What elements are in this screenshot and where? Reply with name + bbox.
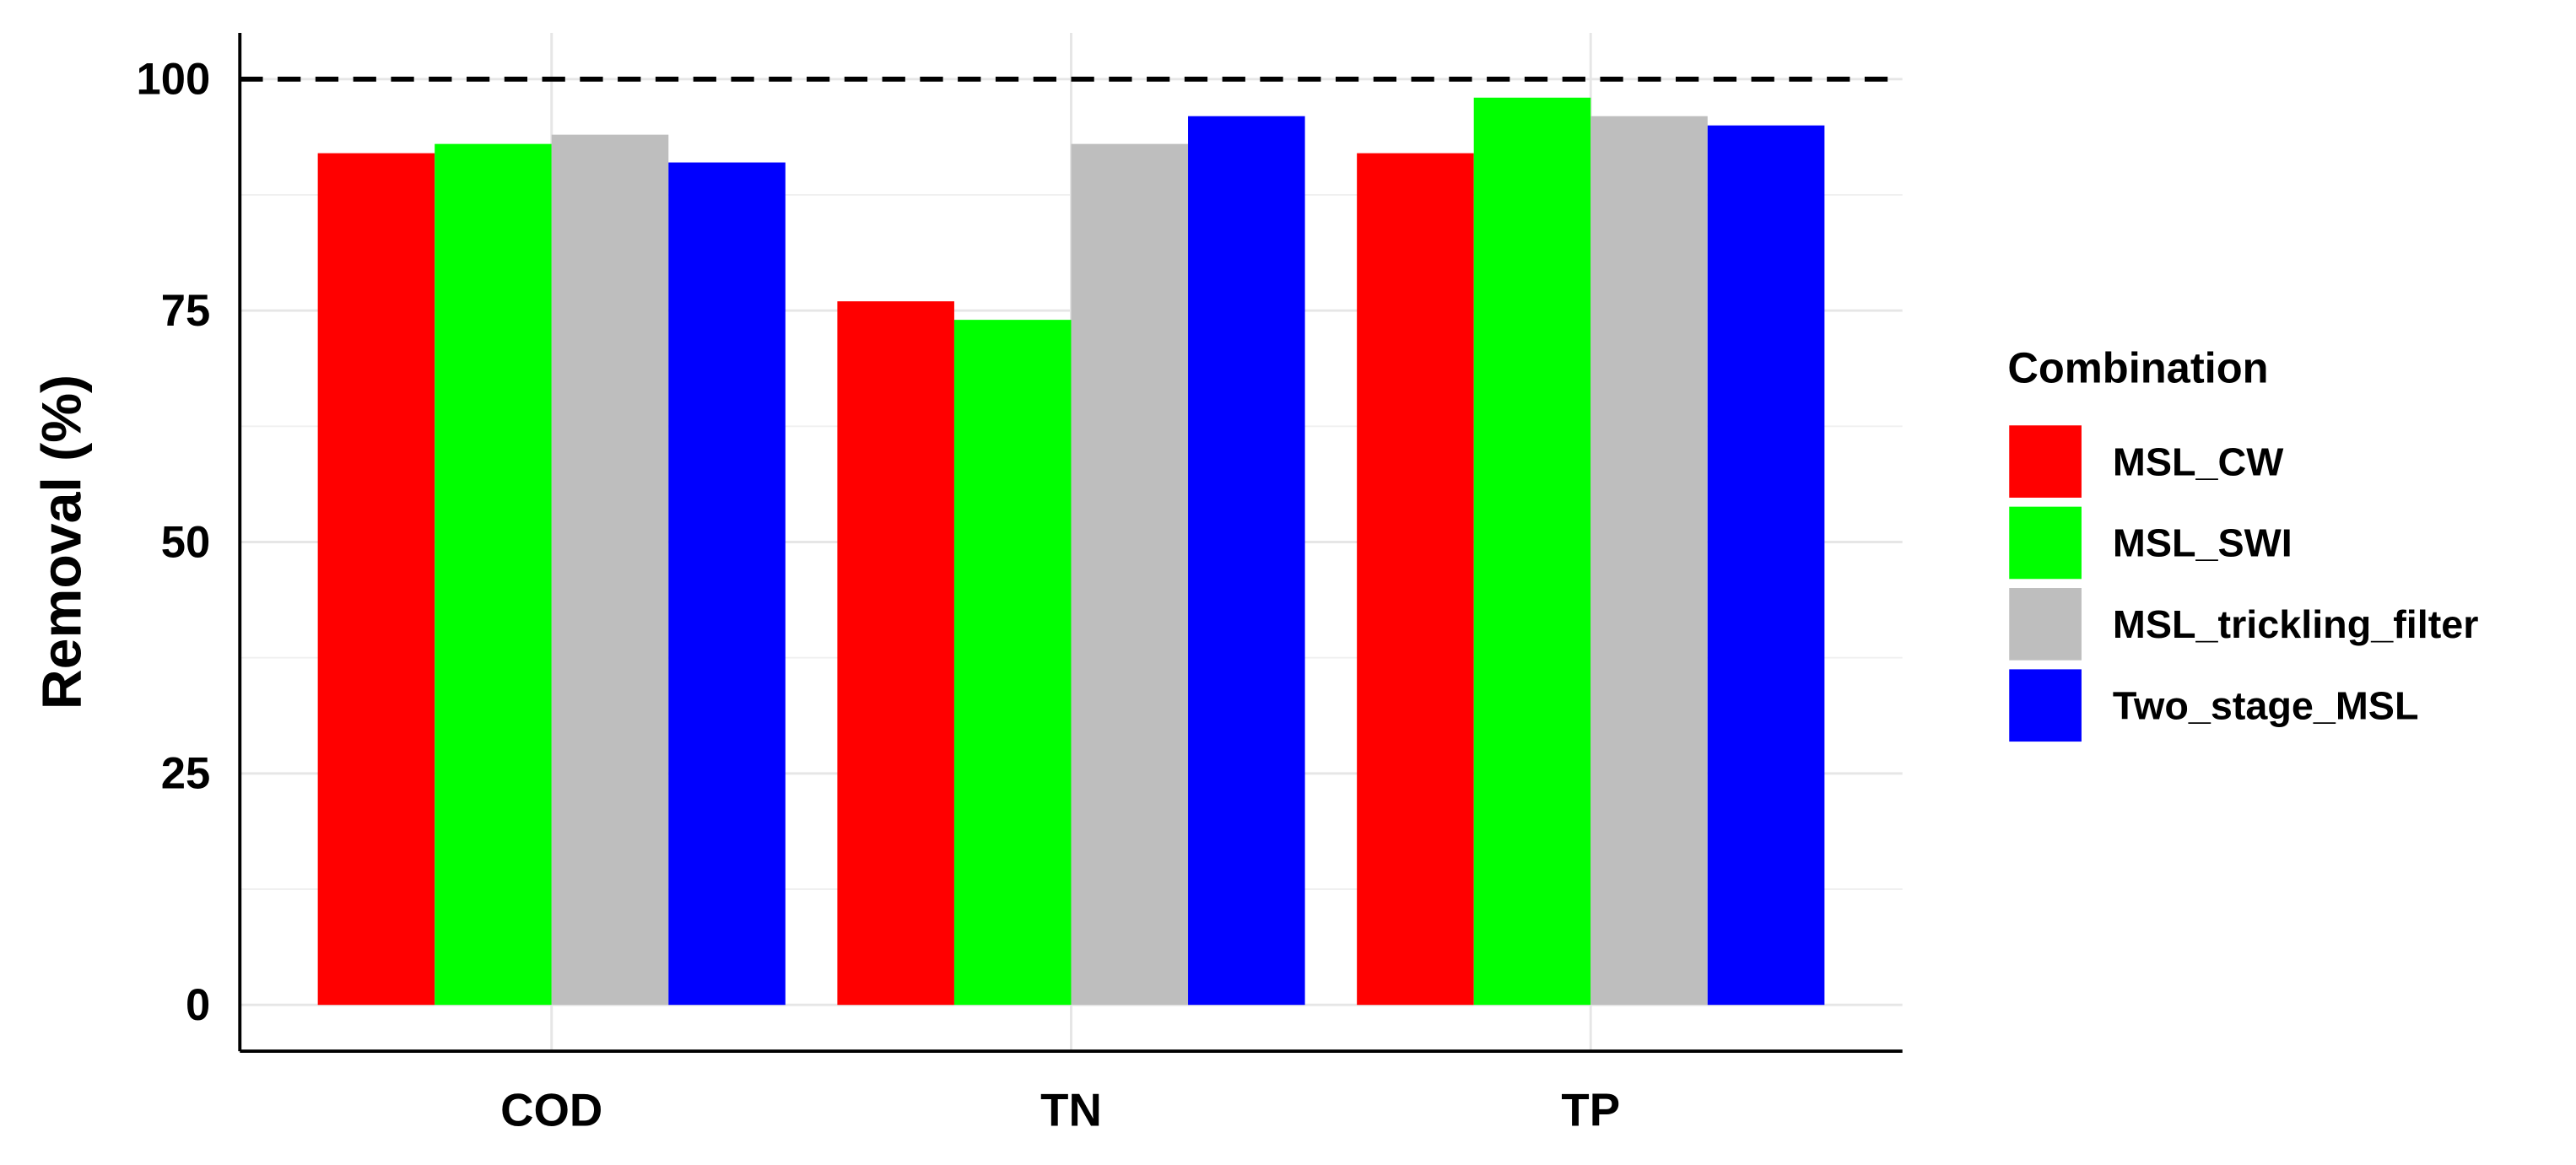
bar <box>1357 153 1474 1006</box>
bar <box>1707 125 1825 1006</box>
bar <box>837 301 954 1006</box>
legend-key <box>2006 422 2085 501</box>
y-tick-label: 25 <box>161 749 210 799</box>
legend-key <box>2006 503 2085 583</box>
bar <box>953 320 1072 1006</box>
bar <box>317 153 435 1006</box>
bar <box>1473 97 1591 1006</box>
legend-key <box>2006 585 2085 664</box>
y-tick-label: 50 <box>161 517 210 567</box>
y-tick-label: 75 <box>161 286 210 336</box>
bar <box>1590 116 1708 1006</box>
legend-label: MSL_CW <box>2113 440 2284 483</box>
x-tick-label: TN <box>1040 1084 1102 1135</box>
y-tick-label: 0 <box>186 980 210 1030</box>
bar <box>551 134 669 1006</box>
legend-label: MSL_SWI <box>2113 521 2292 565</box>
bar <box>1188 116 1305 1006</box>
y-axis-title: Removal (%) <box>30 375 93 709</box>
bar <box>668 162 786 1006</box>
legend-key <box>2006 666 2085 745</box>
legend-label: Two_stage_MSL <box>2113 683 2419 727</box>
y-tick-label: 100 <box>137 55 211 105</box>
legend-title: Combination <box>2007 343 2268 391</box>
x-tick-label: TP <box>1561 1084 1620 1135</box>
bar <box>435 143 552 1006</box>
legend-label: MSL_trickling_filter <box>2113 602 2479 646</box>
x-tick-label: COD <box>500 1084 602 1135</box>
bar <box>1071 143 1189 1006</box>
